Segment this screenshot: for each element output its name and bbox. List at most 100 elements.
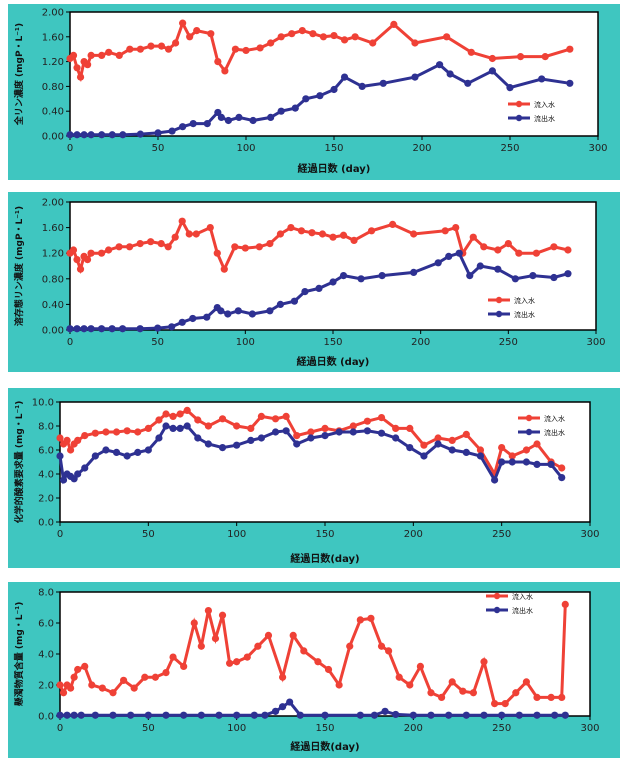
data-point-outflow [410,268,418,276]
data-point-inflow [73,64,81,72]
data-point-outflow [282,427,290,435]
data-point-outflow [168,323,176,331]
data-point-outflow [515,711,523,719]
y-tick-label: 1.20 [42,57,64,68]
x-tick-label: 200 [404,529,423,540]
legend-marker-outflow [525,428,533,436]
legend-label-outflow: 流出水 [544,428,565,437]
data-point-outflow [446,70,454,78]
data-point-outflow [189,120,197,128]
data-point-inflow [516,53,525,61]
x-axis-label: 経過日数 (day) [298,162,371,175]
data-point-inflow [420,441,428,449]
data-point-inflow [406,681,414,689]
data-point-inflow [84,61,92,69]
data-point-outflow [377,429,386,437]
data-point-inflow [448,678,456,686]
data-point-inflow [147,42,155,50]
legend-marker-inflow [495,296,503,304]
chart-panel-total-phosphorus: 0.00 0.40 0.80 1.20 1.60 2.00 0 50 100 150 200 250 3… [8,4,620,180]
data-point-inflow [197,642,205,650]
y-axis-label: 懸濁物質含量 (mg・L⁻¹) [13,602,25,707]
data-point-inflow [74,665,82,674]
y-tick-label: 0.00 [42,326,64,337]
data-point-outflow [316,92,324,100]
data-point-outflow [248,310,256,318]
data-point-inflow [141,673,149,681]
data-point-inflow [256,44,264,52]
data-point-inflow [282,412,290,420]
data-point-inflow [277,33,285,41]
data-point-outflow [339,272,348,280]
y-tick-label: 1.60 [42,223,64,234]
x-tick-label: 300 [588,143,607,154]
data-point-inflow [541,53,549,61]
data-point-inflow [318,230,327,238]
data-point-outflow [102,446,110,454]
data-point-outflow [234,307,242,315]
data-point-inflow [351,33,359,41]
data-point-outflow [162,422,170,430]
data-point-outflow [411,73,419,81]
data-point-outflow [56,452,64,460]
legend-label-inflow: 流入水 [534,100,555,109]
data-point-inflow [279,673,287,681]
data-point-outflow [224,310,232,318]
legend-label-outflow: 流出水 [512,606,533,615]
data-point-outflow [290,297,299,305]
y-tick-label: 0.40 [42,300,64,311]
data-point-outflow [127,711,135,719]
data-point-outflow [276,300,284,308]
data-point-outflow [169,424,177,432]
data-point-inflow [102,428,110,436]
data-point-inflow [392,424,400,432]
data-point-inflow [441,227,449,235]
y-tick-label: 0.0 [38,712,54,723]
data-point-outflow [476,452,485,460]
x-tick-label: 300 [580,529,599,540]
data-point-inflow [448,436,456,444]
data-point-inflow [427,689,435,697]
data-point-outflow [462,448,470,456]
data-point-inflow [504,240,512,248]
data-point-outflow [176,424,184,432]
data-point-inflow [550,243,558,251]
data-point-outflow [277,107,285,115]
data-point-outflow [233,711,241,719]
data-point-inflow [300,647,308,655]
data-point-outflow [203,313,211,321]
data-point-outflow [363,427,371,435]
data-point-inflow [206,224,214,232]
data-point-outflow [409,711,417,719]
data-point-inflow [377,414,386,422]
data-point-inflow [186,33,194,41]
data-point-inflow [126,243,134,251]
data-point-outflow [77,711,85,719]
y-tick-label: 6.0 [38,619,54,630]
data-point-inflow [231,45,240,53]
data-point-outflow [494,265,502,273]
y-tick-label: 0.40 [42,107,64,118]
data-point-inflow [183,406,191,414]
data-point-outflow [329,278,337,286]
data-point-inflow [522,446,531,454]
data-point-inflow [498,444,506,452]
x-axis-label: 経過日数 (day) [297,355,370,368]
data-point-inflow [532,249,540,257]
data-point-inflow [339,231,348,239]
data-point-inflow [172,39,180,47]
data-point-inflow [410,230,418,238]
data-point-outflow [97,325,106,333]
data-point-inflow [207,30,215,38]
data-point-outflow [74,470,82,478]
data-point-inflow [164,243,172,251]
x-tick-label: 150 [315,529,334,540]
data-point-inflow [73,256,81,264]
data-point-inflow [180,662,188,670]
data-point-outflow [189,314,197,323]
data-point-outflow [508,458,516,466]
data-point-inflow [130,684,138,692]
data-point-outflow [379,79,387,87]
data-point-outflow [286,698,294,706]
data-point-outflow [155,434,163,442]
